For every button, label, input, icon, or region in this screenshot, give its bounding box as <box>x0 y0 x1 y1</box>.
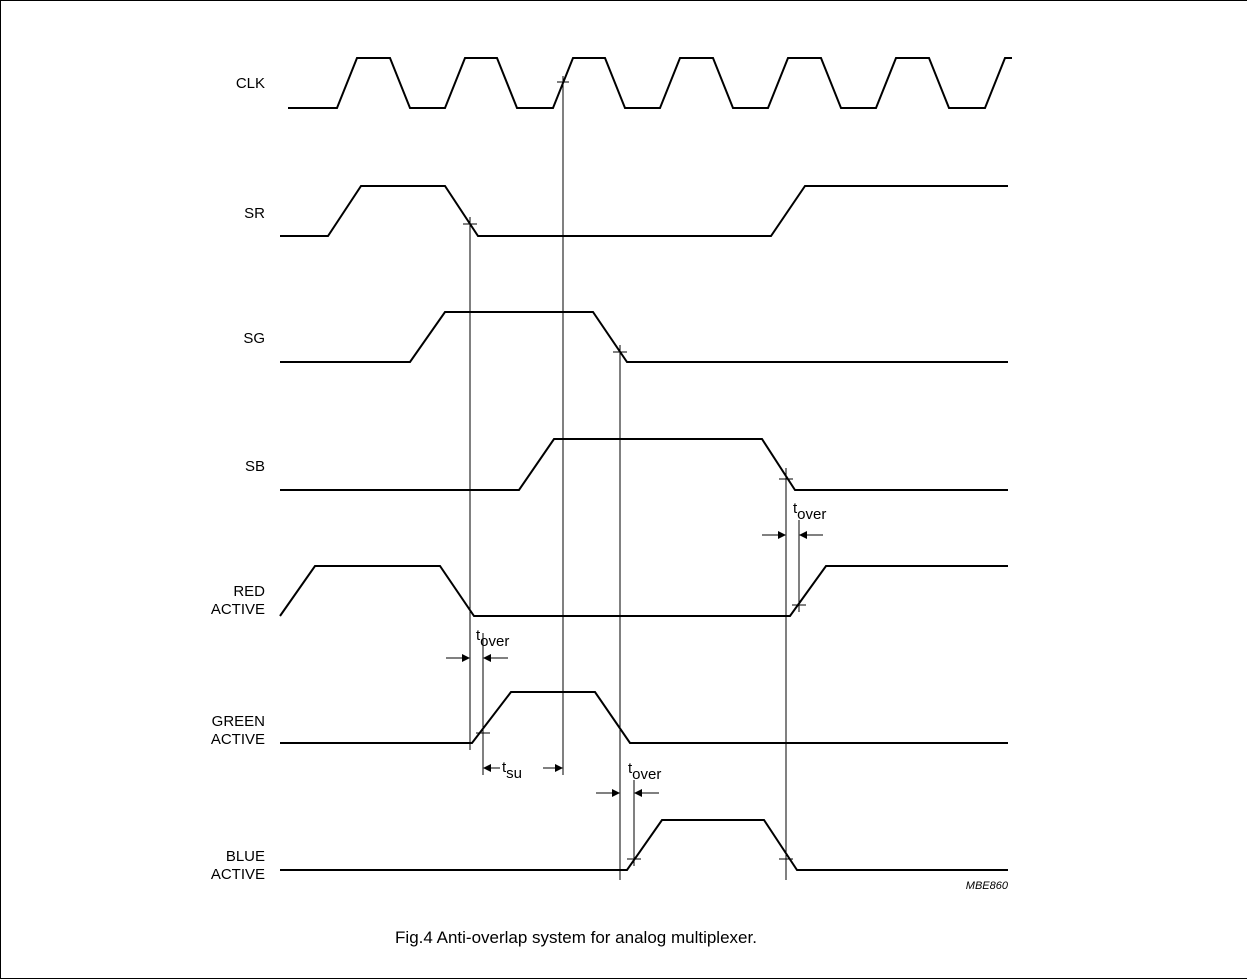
wave-sg <box>280 311 1008 363</box>
wave-green-active <box>280 691 1008 744</box>
signal-labels: CLK SR SG SB RED ACTIVE GREEN ACTIVE BLU… <box>211 75 265 883</box>
label-sb: SB <box>245 458 265 475</box>
tick-blue-fall <box>779 852 793 866</box>
arrowhead-tover-left-right <box>483 654 491 662</box>
arrowhead-tover-mid-left <box>612 789 620 797</box>
label-green: GREEN <box>212 713 265 730</box>
tick-clk <box>557 76 569 88</box>
tsu-label: tsu <box>502 759 522 782</box>
label-blue: BLUE <box>226 848 265 865</box>
wave-sb <box>280 438 1008 491</box>
arrowhead-tover-left-left <box>462 654 470 662</box>
tick-green <box>476 726 490 740</box>
figure-caption: Fig.4 Anti-overlap system for analog mul… <box>395 928 757 947</box>
wave-red-active <box>279 565 1008 617</box>
label-blue-active: ACTIVE <box>211 866 265 883</box>
label-green-active: ACTIVE <box>211 731 265 748</box>
wave-clk <box>288 57 1012 109</box>
timing-labels: tover tover tsu tover <box>476 500 826 783</box>
reference-lines <box>469 82 800 880</box>
timing-arrows <box>446 531 823 797</box>
arrowhead-tsu-right <box>555 764 563 772</box>
tover-label-middle: tover <box>628 760 661 783</box>
tover-label-right: tover <box>793 500 826 523</box>
arrowhead-tover-mid-right <box>634 789 642 797</box>
arrowhead-tover-right-right <box>799 531 807 539</box>
tick-red <box>792 598 806 612</box>
arrowhead-tsu-left <box>483 764 491 772</box>
wave-blue-active <box>280 819 1008 871</box>
arrowhead-tover-right-left <box>778 531 786 539</box>
waveforms <box>279 57 1012 871</box>
label-red-active: ACTIVE <box>211 601 265 618</box>
tick-sg <box>613 345 627 359</box>
tover-label-left: tover <box>476 627 509 650</box>
tick-sb <box>779 472 793 486</box>
label-clk: CLK <box>236 75 265 92</box>
tick-sr <box>463 217 477 231</box>
tick-blue-rise <box>627 852 641 866</box>
label-sg: SG <box>243 330 265 347</box>
label-sr: SR <box>244 205 265 222</box>
wave-sr <box>280 185 1008 237</box>
crossing-ticks <box>463 76 806 866</box>
label-red: RED <box>233 583 265 600</box>
figure-code: MBE860 <box>966 880 1009 892</box>
